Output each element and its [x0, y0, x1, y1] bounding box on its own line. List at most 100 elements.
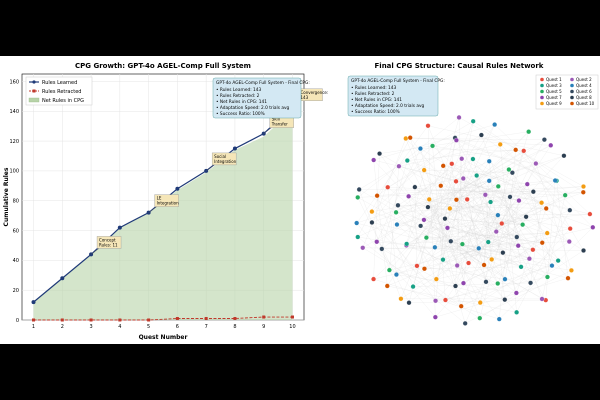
network-edge: [412, 140, 457, 287]
network-node: [426, 196, 432, 202]
network-edge: [447, 213, 590, 229]
annotation-arrow: [90, 248, 100, 255]
network-edge: [373, 153, 380, 280]
legend-label-quest-6: Quest 6: [576, 89, 592, 94]
network-node: [488, 199, 494, 205]
network-edges: [356, 117, 593, 324]
network-node: [567, 207, 573, 213]
network-edge: [455, 181, 498, 284]
x-tick-label: 8: [233, 324, 236, 330]
network-node: [507, 194, 513, 200]
network-node: [477, 300, 483, 306]
network-edge: [449, 208, 517, 238]
network-edge: [450, 121, 474, 242]
annotation-text: LE: [157, 196, 162, 201]
left-summary-title: GPT-4o AGEL-Comp Full System - Final CPG…: [216, 80, 310, 86]
network-edge: [527, 184, 553, 266]
network-node: [443, 297, 448, 303]
x-tick-label: 3: [89, 324, 92, 330]
network-node: [482, 192, 488, 198]
network-node: [393, 272, 399, 278]
y-tick-label: 0: [16, 318, 19, 324]
network-edge: [444, 131, 529, 219]
network-node: [430, 143, 435, 149]
network-edge: [373, 227, 593, 280]
network-edge: [362, 247, 584, 251]
rules-retracted-point: [233, 317, 237, 321]
network-edge: [381, 241, 570, 250]
network-edge: [429, 199, 522, 267]
network-edge: [400, 195, 566, 299]
legend-label-quest-8: Quest 8: [576, 95, 592, 100]
network-edge: [381, 149, 516, 250]
network-node: [440, 257, 446, 263]
network-node: [369, 220, 375, 225]
legend-swatch-quest-1: [540, 77, 544, 82]
network-node: [379, 246, 385, 252]
network-edge: [423, 219, 485, 266]
left-summary-box: GPT-4o AGEL-Comp Full System - Final CPG…: [212, 77, 310, 119]
network-edge: [396, 202, 542, 213]
network-node: [417, 146, 423, 152]
network-edge: [432, 145, 572, 271]
network-edge: [420, 148, 584, 251]
network-node: [566, 239, 572, 245]
annotation-arrow: [148, 206, 157, 213]
network-edge: [432, 145, 446, 301]
network-node: [523, 214, 529, 220]
y-tick-label: 80: [13, 199, 19, 205]
network-edge: [434, 199, 457, 248]
network-edge: [457, 196, 511, 266]
network-node: [541, 137, 547, 143]
network-edge: [467, 199, 503, 253]
annotation-text: Integration: [214, 159, 237, 164]
network-edge: [387, 124, 495, 287]
network-node: [555, 258, 561, 264]
network-node: [440, 163, 446, 169]
network-edge: [406, 243, 487, 282]
right-summary-line-5: • Success Ratio: 100%: [351, 109, 400, 115]
network-edge: [499, 149, 516, 320]
network-edge: [357, 236, 572, 271]
network-edge: [435, 278, 569, 318]
network-edge: [455, 181, 527, 217]
legend-label-quest-9: Quest 9: [546, 101, 562, 106]
network-edge: [396, 191, 534, 225]
right-summary-bg: [347, 75, 439, 117]
network-node: [530, 189, 536, 195]
network-edge: [381, 248, 481, 303]
network-legend-box: [535, 74, 599, 110]
y-tick-label: 100: [9, 169, 19, 175]
x-tick-label: 1: [32, 324, 35, 330]
network-node: [470, 118, 476, 124]
x-tick-label: 9: [262, 324, 265, 330]
network-node: [393, 209, 399, 215]
network-node: [513, 147, 519, 153]
annotation-text: Transfer: [271, 122, 288, 127]
network-node: [581, 248, 586, 253]
network-edge: [461, 260, 559, 307]
network-edge: [359, 121, 474, 190]
network-edge: [479, 150, 524, 319]
legend-label-quest-5: Quest 5: [546, 89, 562, 94]
network-edge: [457, 224, 523, 266]
network-node: [398, 296, 404, 302]
network-edge: [416, 200, 520, 266]
network-edge: [488, 145, 551, 243]
network-node: [552, 178, 558, 183]
right-summary-line-1: • Rules Learned: 143: [351, 85, 397, 91]
rules-retracted-point: [204, 317, 208, 321]
left-x-axis-label: Quest Number: [139, 334, 188, 341]
network-edge: [420, 148, 462, 307]
left-summary-line-4: • Adaptation Speed: 2.0 trials avg: [216, 105, 290, 111]
network-edge: [359, 189, 584, 193]
network-edge: [545, 180, 556, 301]
network-node: [444, 225, 450, 231]
network-node: [453, 197, 459, 203]
network-node: [371, 276, 377, 282]
rules-learned-point: [232, 146, 237, 151]
network-node: [433, 276, 439, 282]
network-edge: [406, 245, 498, 284]
network-edge: [362, 139, 545, 248]
